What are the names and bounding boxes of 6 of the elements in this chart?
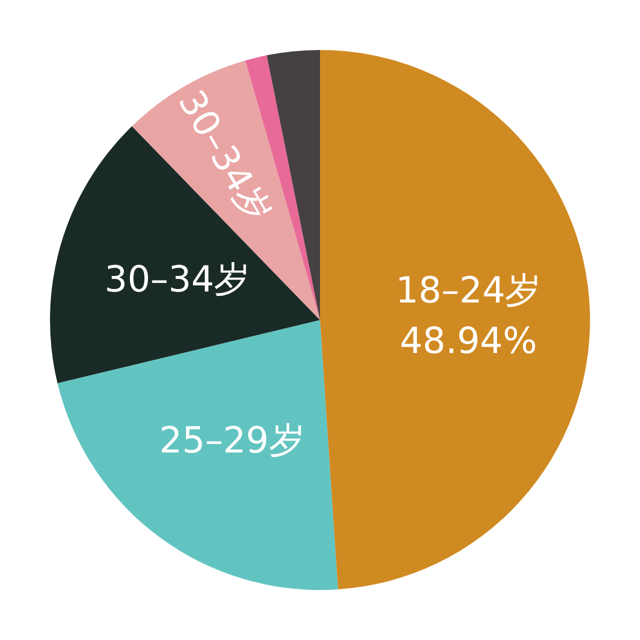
pie-slice: [58, 320, 338, 590]
slice-label: 18–24岁: [396, 270, 542, 312]
slice-label: 25–29岁: [159, 420, 305, 462]
pie-slice: [320, 50, 590, 590]
slice-label: 30–34岁: [104, 259, 250, 300]
data-label: 48.94%: [400, 320, 538, 362]
